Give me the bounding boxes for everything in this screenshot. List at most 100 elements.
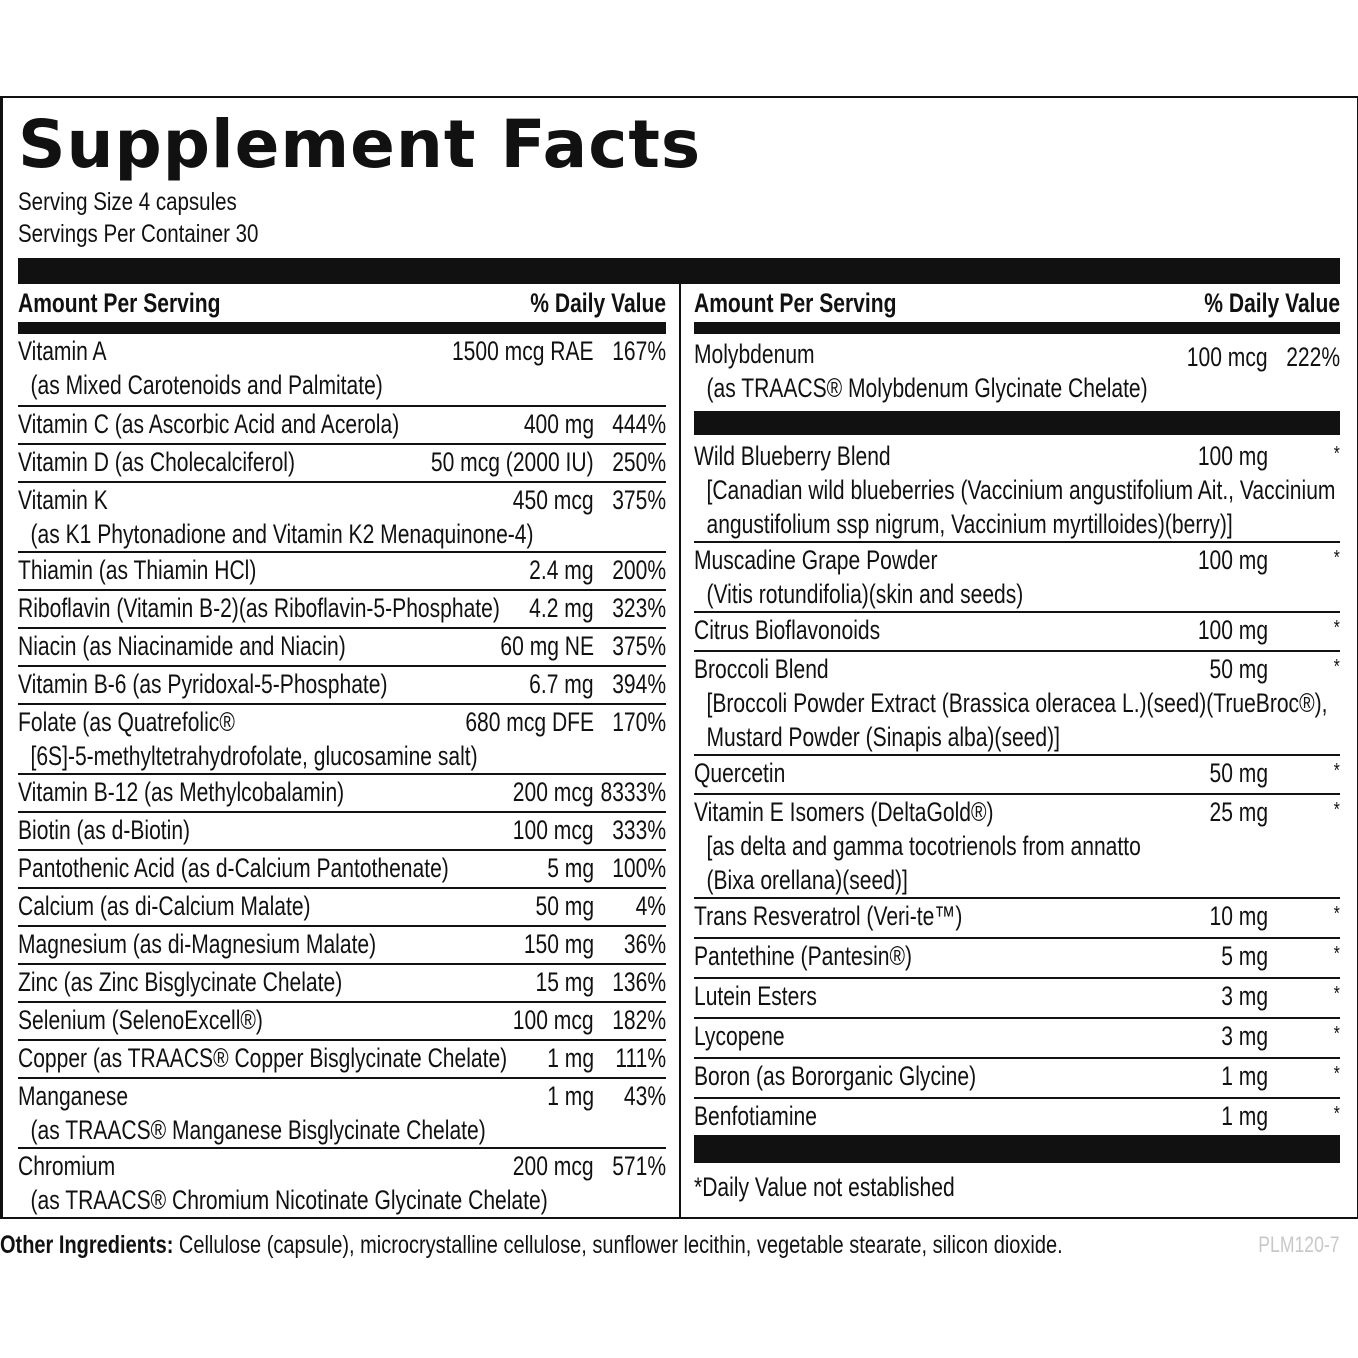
ingredient-amount: 1 mg <box>1221 1100 1268 1131</box>
nutrient-name: Vitamin B-6 (as Pyridoxal-5-Phosphate) <box>18 668 388 699</box>
daily-value-asterisk: * <box>1333 656 1340 678</box>
product-code: PLM120-7 <box>1258 1232 1340 1257</box>
nutrient-amount: 1500 mcg RAE <box>452 335 594 366</box>
nutrient-amount: 200 mcg <box>513 776 594 807</box>
nutrient-row: Folate (as Quatrefolic® [6S]-5-methyltet… <box>18 705 666 775</box>
section-bar <box>694 411 1340 435</box>
right-column-header: Amount Per Serving % Daily Value <box>694 284 1340 334</box>
nutrient-amount: 680 mcg DFE <box>465 706 594 737</box>
nutrient-row: Vitamin B-12 (as Methylcobalamin) 200 mc… <box>18 775 666 813</box>
nutrient-name: Copper (as TRAACS® Copper Bisglycinate C… <box>18 1042 508 1073</box>
ingredient-row: Benfotiamine 1 mg * <box>694 1099 1340 1135</box>
nutrient-daily-value: 111% <box>615 1042 666 1073</box>
nutrient-source: (as Mixed Carotenoids and Palmitate) <box>30 369 383 400</box>
nutrient-amount: 1 mg <box>547 1042 594 1073</box>
nutrient-amount: 5 mg <box>547 852 594 883</box>
ingredient-source: Mustard Powder (Sinapis alba)(seed)] <box>706 721 1060 752</box>
ingredient-amount: 100 mg <box>1197 614 1268 645</box>
nutrient-row: Zinc (as Zinc Bisglycinate Chelate) 15 m… <box>18 965 666 1003</box>
ingredient-source: (Bixa orellana)(seed)] <box>706 864 908 895</box>
nutrient-daily-value: 250% <box>612 446 666 477</box>
amount-per-serving-header: Amount Per Serving <box>694 287 897 318</box>
nutrient-row: Thiamin (as Thiamin HCl) 2.4 mg 200% <box>18 553 666 591</box>
ingredient-row: Quercetin 50 mg * <box>694 756 1340 795</box>
nutrient-row: Selenium (SelenoExcell®) 100 mcg 182% <box>18 1003 666 1041</box>
nutrient-row: Molybdenum (as TRAACS® Molybdenum Glycin… <box>694 337 1340 411</box>
ingredient-row: Lycopene 3 mg * <box>694 1019 1340 1059</box>
daily-value-asterisk: * <box>1333 443 1340 465</box>
ingredient-row: Boron (as Bororganic Glycine) 1 mg * <box>694 1059 1340 1099</box>
ingredient-source: [Canadian wild blueberries (Vaccinium an… <box>706 474 1336 505</box>
ingredient-name: Benfotiamine <box>694 1100 817 1131</box>
ingredient-amount: 5 mg <box>1221 940 1268 971</box>
ingredient-source: [Broccoli Powder Extract (Brassica olera… <box>706 687 1328 718</box>
nutrient-source: [6S]-5-methyltetrahydrofolate, glucosami… <box>30 740 478 771</box>
nutrient-daily-value: 170% <box>612 706 666 737</box>
daily-value-asterisk: * <box>1333 799 1340 821</box>
nutrient-amount: 450 mcg <box>513 484 594 515</box>
nutrient-name: Riboflavin (Vitamin B-2)(as Riboflavin-5… <box>18 592 500 623</box>
nutrient-amount: 200 mcg <box>513 1150 594 1181</box>
nutrient-daily-value: 182% <box>612 1004 666 1035</box>
right-column: Amount Per Serving % Daily Value Molybde… <box>694 284 1340 1207</box>
nutrient-name: Molybdenum <box>694 338 815 369</box>
nutrient-name: Niacin (as Niacinamide and Niacin) <box>18 630 346 661</box>
other-ingredients-text: Cellulose (capsule), microcrystalline ce… <box>173 1231 1063 1259</box>
nutrient-amount: 50 mcg (2000 IU) <box>431 446 594 477</box>
nutrient-daily-value: 4% <box>635 890 666 921</box>
nutrient-daily-value: 43% <box>623 1080 666 1111</box>
nutrient-name: Pantothenic Acid (as d-Calcium Pantothen… <box>18 852 449 883</box>
nutrient-row: Magnesium (as di-Magnesium Malate) 150 m… <box>18 927 666 965</box>
nutrient-daily-value: 444% <box>612 408 666 439</box>
amount-per-serving-header: Amount Per Serving <box>18 287 221 318</box>
nutrient-daily-value: 136% <box>612 966 666 997</box>
ingredient-source: angustifolium ssp nigrum, Vaccinium myrt… <box>706 508 1233 539</box>
nutrient-name: Vitamin B-12 (as Methylcobalamin) <box>18 776 345 807</box>
daily-value-asterisk: * <box>1333 903 1340 925</box>
nutrient-name: Folate (as Quatrefolic® <box>18 706 235 737</box>
nutrient-name: Magnesium (as di-Magnesium Malate) <box>18 928 377 959</box>
ingredient-row: Vitamin E Isomers (DeltaGold®) [as delta… <box>694 795 1340 899</box>
ingredient-name: Pantethine (Pantesin®) <box>694 940 913 971</box>
nutrient-daily-value: 571% <box>612 1150 666 1181</box>
ingredient-name: Trans Resveratrol (Veri-te™) <box>694 900 963 931</box>
nutrient-name: Vitamin K <box>18 484 108 515</box>
nutrient-name: Zinc (as Zinc Bisglycinate Chelate) <box>18 966 343 997</box>
nutrient-name: Thiamin (as Thiamin HCl) <box>18 554 257 585</box>
daily-value-header: % Daily Value <box>1204 287 1340 318</box>
nutrient-amount: 2.4 mg <box>529 554 594 585</box>
footnote-text: *Daily Value not established <box>694 1171 955 1202</box>
ingredient-amount: 3 mg <box>1221 980 1268 1011</box>
servings-per-container: Servings Per Container 30 <box>18 220 259 248</box>
other-ingredients-label: Other Ingredients: <box>0 1231 174 1259</box>
ingredient-name: Lutein Esters <box>694 980 817 1011</box>
daily-value-asterisk: * <box>1333 943 1340 965</box>
nutrient-daily-value: 100% <box>612 852 666 883</box>
ingredient-amount: 1 mg <box>1221 1060 1268 1091</box>
left-column-header: Amount Per Serving % Daily Value <box>18 284 666 334</box>
ingredient-amount: 25 mg <box>1209 796 1268 827</box>
nutrient-amount: 100 mcg <box>513 814 594 845</box>
nutrient-source: (as TRAACS® Molybdenum Glycinate Chelate… <box>706 372 1148 403</box>
ingredient-amount: 50 mg <box>1209 757 1268 788</box>
nutrient-name: Calcium (as di-Calcium Malate) <box>18 890 311 921</box>
ingredient-row: Citrus Bioflavonoids 100 mg * <box>694 613 1340 652</box>
daily-value-header: % Daily Value <box>530 287 666 318</box>
other-ingredients: Other Ingredients: Cellulose (capsule), … <box>0 1228 1063 1262</box>
nutrient-row: Chromium (as TRAACS® Chromium Nicotinate… <box>18 1149 666 1219</box>
nutrient-source: (as K1 Phytonadione and Vitamin K2 Menaq… <box>30 518 534 549</box>
nutrient-row: Vitamin K (as K1 Phytonadione and Vitami… <box>18 483 666 553</box>
nutrient-daily-value: 200% <box>612 554 666 585</box>
nutrient-name: Vitamin D (as Cholecalciferol) <box>18 446 296 477</box>
header-thick-bar <box>18 258 1340 284</box>
nutrient-name: Vitamin C (as Ascorbic Acid and Acerola) <box>18 408 400 439</box>
ingredient-row: Lutein Esters 3 mg * <box>694 979 1340 1019</box>
ingredient-name: Broccoli Blend <box>694 653 829 684</box>
nutrient-daily-value: 8333% <box>600 776 666 807</box>
ingredient-row: Wild Blueberry Blend [Canadian wild blue… <box>694 439 1340 543</box>
nutrient-amount: 6.7 mg <box>529 668 594 699</box>
nutrient-row: Niacin (as Niacinamide and Niacin) 60 mg… <box>18 629 666 667</box>
nutrient-row: Manganese (as TRAACS® Manganese Bisglyci… <box>18 1079 666 1149</box>
nutrient-name: Biotin (as d-Biotin) <box>18 814 191 845</box>
nutrient-daily-value: 222% <box>1286 341 1340 372</box>
